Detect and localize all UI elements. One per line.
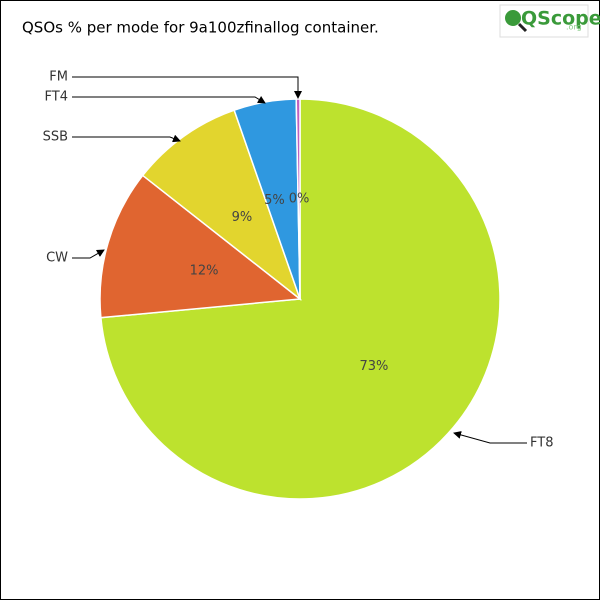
logo-suffix: .org <box>566 23 582 32</box>
leader-line <box>72 134 181 143</box>
category-label: SSB <box>43 130 68 145</box>
logo-handle <box>517 22 528 33</box>
pie-slice <box>141 109 302 302</box>
chart-title: QSOs % per mode for 9a100zfinallog conta… <box>22 19 379 37</box>
leader-line <box>72 76 302 99</box>
logo: QScope .org <box>499 4 600 38</box>
logo-icon <box>505 10 521 26</box>
leader-line <box>453 431 527 444</box>
category-label: CW <box>46 251 68 266</box>
category-label: FT8 <box>530 436 553 451</box>
logo-text: QScope <box>521 8 600 30</box>
slice-label: 9% <box>232 210 253 225</box>
category-label: FM <box>49 70 68 85</box>
leader-line <box>72 249 105 259</box>
category-label: FT4 <box>45 90 68 105</box>
leader-line <box>72 95 266 104</box>
slice-label: 5% <box>264 193 285 208</box>
pie-slice <box>295 98 301 300</box>
slice-label: 0% <box>289 192 310 207</box>
slice-label: 73% <box>359 359 388 374</box>
pie-slice <box>99 174 302 319</box>
slice-label: 12% <box>190 263 219 278</box>
